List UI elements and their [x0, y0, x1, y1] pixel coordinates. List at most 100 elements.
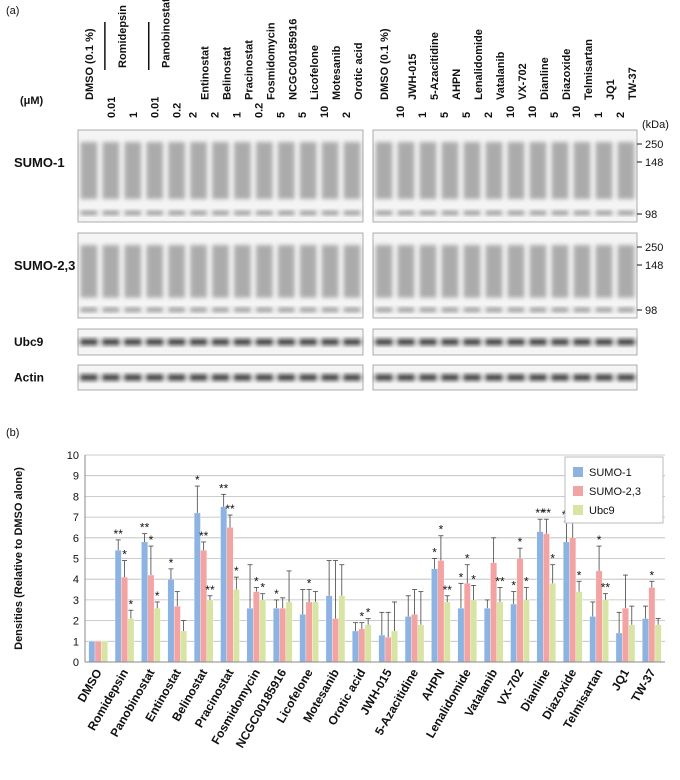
band — [375, 307, 393, 312]
y-tick-label: 5 — [73, 554, 79, 566]
band — [617, 374, 635, 381]
band — [463, 210, 481, 215]
band — [80, 339, 98, 345]
band — [277, 374, 296, 381]
drug-label: VX-702 — [517, 63, 529, 100]
smear — [321, 245, 339, 298]
bar — [589, 616, 597, 663]
smear — [343, 142, 361, 200]
band — [80, 307, 98, 312]
legend-swatch — [573, 486, 583, 496]
legend-label: SUMO-1 — [589, 467, 632, 479]
band — [255, 339, 274, 345]
y-tick-label: 0 — [73, 657, 79, 669]
drug-label: Diazoxide — [561, 49, 573, 100]
band — [595, 339, 613, 345]
dose-label: 2 — [341, 112, 353, 118]
bar — [338, 595, 346, 663]
dose-label: 1 — [593, 112, 605, 118]
significance: ** — [219, 481, 229, 495]
smear — [168, 245, 185, 298]
band — [573, 210, 591, 215]
drug-label: Telmisartan — [583, 39, 595, 100]
band — [146, 307, 164, 312]
bar — [305, 601, 313, 663]
band — [167, 374, 186, 381]
band — [145, 339, 164, 345]
smear — [485, 142, 503, 200]
bar — [516, 558, 524, 663]
band — [419, 339, 437, 345]
band — [256, 210, 273, 215]
band — [233, 339, 252, 345]
band — [80, 374, 98, 381]
bar — [549, 583, 557, 663]
band — [617, 307, 635, 312]
significance: * — [195, 473, 200, 487]
blot-frame — [372, 232, 638, 319]
band — [299, 307, 317, 312]
band — [529, 307, 547, 312]
band — [485, 210, 503, 215]
band — [617, 339, 635, 345]
bar — [615, 632, 623, 663]
bar — [358, 628, 366, 663]
bar — [226, 527, 234, 663]
band — [419, 210, 437, 215]
smear — [441, 142, 459, 200]
bar — [575, 591, 583, 663]
band — [124, 307, 142, 312]
bar — [279, 608, 287, 663]
smear — [102, 245, 120, 298]
band — [124, 210, 142, 215]
bar — [523, 599, 530, 663]
bar — [167, 579, 175, 663]
band — [256, 307, 273, 312]
marker-label: 148 — [645, 157, 663, 169]
dose-label: 0.01 — [106, 97, 118, 118]
band — [212, 307, 229, 312]
significance: * — [550, 552, 555, 566]
smear — [507, 245, 525, 298]
band — [277, 210, 295, 215]
row-label: SUMO-1 — [14, 155, 65, 170]
band — [441, 307, 459, 312]
band — [375, 374, 393, 381]
band — [211, 339, 230, 345]
significance: * — [518, 535, 523, 549]
marker-label: 250 — [645, 242, 663, 254]
smear — [277, 142, 295, 200]
bar — [364, 624, 372, 663]
band — [463, 307, 481, 312]
panel-label: (b) — [6, 427, 19, 439]
band — [233, 374, 252, 381]
bar — [200, 550, 207, 663]
significance: * — [511, 579, 516, 593]
smear — [212, 245, 229, 298]
kda-label: (kDa) — [642, 119, 669, 131]
drug-label: Pracinostat — [243, 40, 255, 100]
drug-label: NCGC00185916 — [287, 19, 299, 100]
band — [419, 307, 437, 312]
dose-label: 10 — [571, 106, 583, 118]
row-label: Ubc9 — [14, 335, 44, 349]
band — [375, 210, 393, 215]
smear — [256, 245, 273, 298]
band — [102, 307, 120, 312]
x-tick-label: TW-37 — [628, 666, 658, 704]
band — [485, 374, 503, 381]
dose-label: 5 — [549, 112, 561, 118]
bar — [180, 630, 187, 663]
band — [507, 339, 525, 345]
band — [277, 339, 296, 345]
smear — [256, 142, 273, 200]
drug-label: Belinostat — [222, 46, 234, 100]
smear — [299, 142, 317, 200]
bar — [253, 591, 260, 663]
significance: * — [359, 610, 364, 624]
bar — [496, 601, 504, 663]
y-tick-label: 6 — [73, 533, 79, 545]
smear — [463, 142, 481, 200]
significance: ** — [140, 521, 150, 535]
band — [168, 307, 185, 312]
